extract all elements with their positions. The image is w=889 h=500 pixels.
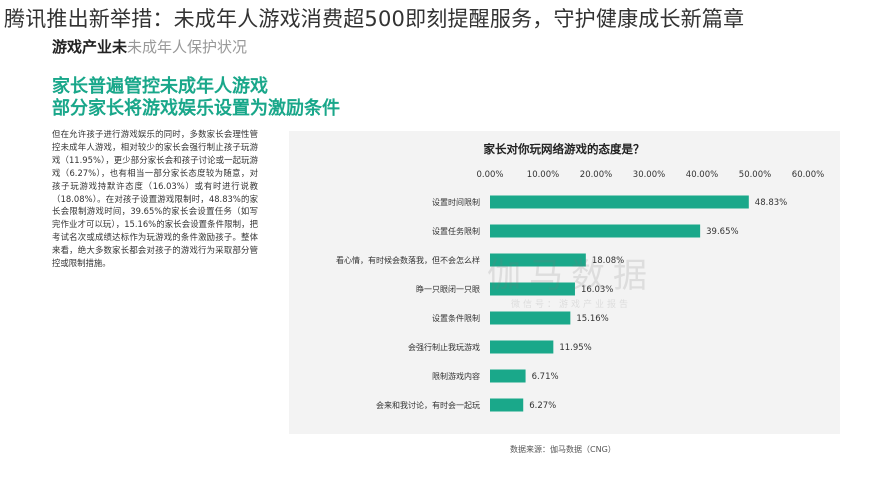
bar-value-label: 18.08% bbox=[592, 256, 624, 266]
category-label: 设置时间限制 bbox=[432, 197, 480, 207]
section-label-rest: 未成年人保护状况 bbox=[127, 38, 248, 56]
category-label: 睁一只眼闭一只眼 bbox=[416, 284, 480, 294]
x-tick-label: 40.00% bbox=[686, 170, 718, 180]
bar-value-label: 6.71% bbox=[532, 372, 559, 382]
x-tick-label: 10.00% bbox=[527, 170, 559, 180]
report-green-title: 家长普遍管控未成年人游戏 部分家长将游戏娱乐设置为激励条件 bbox=[52, 76, 340, 120]
bar bbox=[490, 340, 554, 354]
category-label: 设置条件限制 bbox=[432, 313, 480, 323]
bar-value-label: 15.16% bbox=[576, 314, 608, 324]
category-label: 设置任务限制 bbox=[432, 226, 480, 236]
bar-value-label: 11.95% bbox=[559, 343, 591, 353]
category-label: 限制游戏内容 bbox=[432, 371, 480, 381]
category-label: 会来和我讨论，有时会一起玩 bbox=[376, 400, 480, 410]
bar-value-label: 39.65% bbox=[706, 227, 738, 237]
report-body-text: 但在允许孩子进行游戏娱乐的同时，多数家长会理性管控未成年人游戏，相对较少的家长会… bbox=[52, 129, 258, 269]
category-label: 会强行制止我玩游戏 bbox=[408, 342, 480, 352]
x-tick-label: 60.00% bbox=[792, 170, 824, 180]
green-title-line2: 部分家长将游戏娱乐设置为激励条件 bbox=[52, 98, 340, 119]
article-headline: 腾讯推出新举措：未成年人游戏消费超500即刻提醒服务，守护健康成长新篇章 bbox=[4, 7, 745, 31]
bar-chart: 家长对你玩网络游戏的态度是？ 0.00% 10.00% 20.00% 30.00% 40… bbox=[336, 142, 824, 412]
category-label: 看心情，有时候会数落我，但不会怎么样 bbox=[336, 255, 480, 265]
section-label-main: 游戏产业未 bbox=[52, 38, 128, 56]
x-axis-ticks: 0.00% 10.00% 20.00% 30.00% 40.00% 50.00% 60.00… bbox=[476, 170, 824, 180]
x-tick-label: 30.00% bbox=[633, 170, 665, 180]
x-tick-label: 50.00% bbox=[739, 170, 771, 180]
x-tick-label: 0.00% bbox=[476, 170, 503, 180]
bar bbox=[490, 311, 571, 325]
bar bbox=[490, 195, 749, 209]
x-tick-label: 20.00% bbox=[580, 170, 612, 180]
bar bbox=[490, 369, 526, 383]
section-label: 游戏产业未未成年人保护状况 bbox=[52, 36, 247, 57]
bar bbox=[490, 398, 524, 412]
data-source: 数据来源：伽马数据（CNG） bbox=[510, 445, 616, 454]
bar bbox=[490, 224, 701, 238]
bar-value-label: 48.83% bbox=[755, 198, 787, 208]
bar-value-label: 16.03% bbox=[581, 285, 613, 295]
bars-group: 设置时间限制 48.83% 设置任务限制 39.65% 看心情，有时候会数落我，但不会怎… bbox=[336, 195, 787, 412]
bar-value-label: 6.27% bbox=[529, 401, 556, 411]
chart-panel: 家长对你玩网络游戏的态度是？ 0.00% 10.00% 20.00% 30.00% 40… bbox=[289, 131, 840, 434]
green-title-line1: 家长普遍管控未成年人游戏 bbox=[52, 76, 268, 97]
bar bbox=[490, 282, 575, 296]
bar bbox=[490, 253, 586, 267]
chart-title: 家长对你玩网络游戏的态度是？ bbox=[484, 142, 645, 156]
